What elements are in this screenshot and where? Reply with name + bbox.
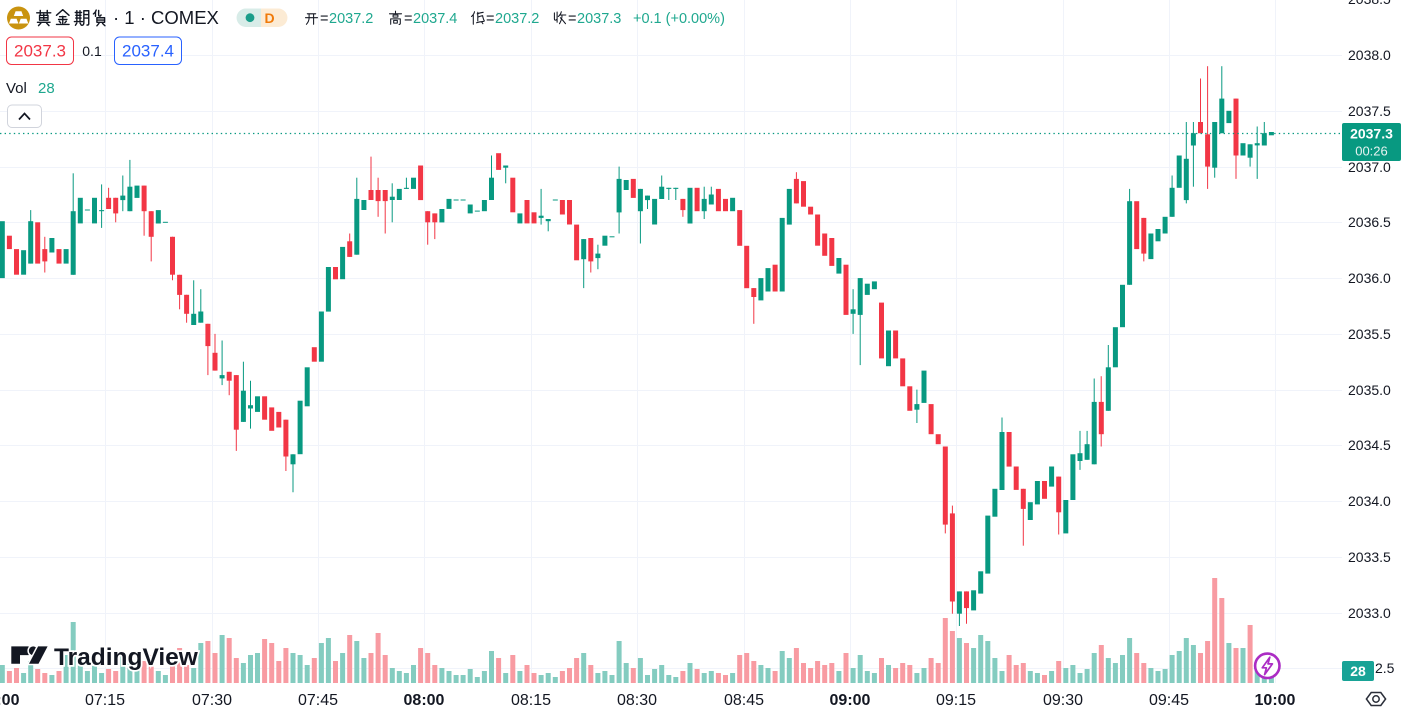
svg-text:09:30: 09:30: [1043, 692, 1083, 709]
svg-text:2037.3: 2037.3: [14, 42, 66, 61]
svg-text:28: 28: [1350, 663, 1366, 679]
svg-text:08:30: 08:30: [617, 692, 657, 709]
svg-text:07:00: 07:00: [0, 692, 20, 709]
svg-text:0.1: 0.1: [82, 43, 102, 59]
svg-text:· 1 · COMEX: · 1 · COMEX: [113, 7, 219, 28]
svg-text:2037.0: 2037.0: [1348, 159, 1391, 175]
svg-text:08:45: 08:45: [724, 692, 764, 709]
svg-text:09:45: 09:45: [1149, 692, 1189, 709]
svg-text:07:30: 07:30: [192, 692, 232, 709]
svg-text:2035.0: 2035.0: [1348, 382, 1391, 398]
svg-text:2037.2: 2037.2: [329, 11, 373, 27]
svg-text:2036.0: 2036.0: [1348, 270, 1391, 286]
svg-text:2034.5: 2034.5: [1348, 437, 1391, 453]
svg-text:28: 28: [38, 80, 55, 97]
svg-text:07:45: 07:45: [298, 692, 338, 709]
svg-text:Vol: Vol: [6, 80, 27, 97]
svg-text:2037.2: 2037.2: [495, 11, 539, 27]
svg-text:=: =: [404, 11, 412, 27]
svg-text:2036.5: 2036.5: [1348, 214, 1391, 230]
svg-text:2038.0: 2038.0: [1348, 47, 1391, 63]
svg-text:D: D: [264, 10, 274, 26]
svg-text:2037.4: 2037.4: [122, 42, 174, 61]
svg-text:2.5: 2.5: [1375, 660, 1395, 676]
svg-text:2033.0: 2033.0: [1348, 605, 1391, 621]
svg-text:2037.3: 2037.3: [1350, 126, 1393, 142]
svg-text:TradingView: TradingView: [54, 644, 199, 671]
svg-text:09:00: 09:00: [830, 692, 871, 709]
svg-text:2033.5: 2033.5: [1348, 549, 1391, 565]
svg-text:07:15: 07:15: [85, 692, 125, 709]
svg-text:=: =: [486, 11, 494, 27]
svg-text:=: =: [320, 11, 328, 27]
svg-text:2034.0: 2034.0: [1348, 493, 1391, 509]
svg-text:00:26: 00:26: [1355, 144, 1388, 159]
svg-text:08:15: 08:15: [511, 692, 551, 709]
svg-text:2038.5: 2038.5: [1348, 0, 1391, 7]
svg-text:2035.5: 2035.5: [1348, 326, 1391, 342]
svg-text:2037.4: 2037.4: [413, 11, 457, 27]
svg-text:2037.5: 2037.5: [1348, 103, 1391, 119]
svg-text:2037.3: 2037.3: [577, 11, 621, 27]
svg-text:=: =: [568, 11, 576, 27]
svg-text:08:00: 08:00: [404, 692, 445, 709]
svg-text:+0.1 (+0.00%): +0.1 (+0.00%): [633, 11, 725, 27]
svg-text:10:00: 10:00: [1255, 692, 1296, 709]
svg-text:09:15: 09:15: [936, 692, 976, 709]
